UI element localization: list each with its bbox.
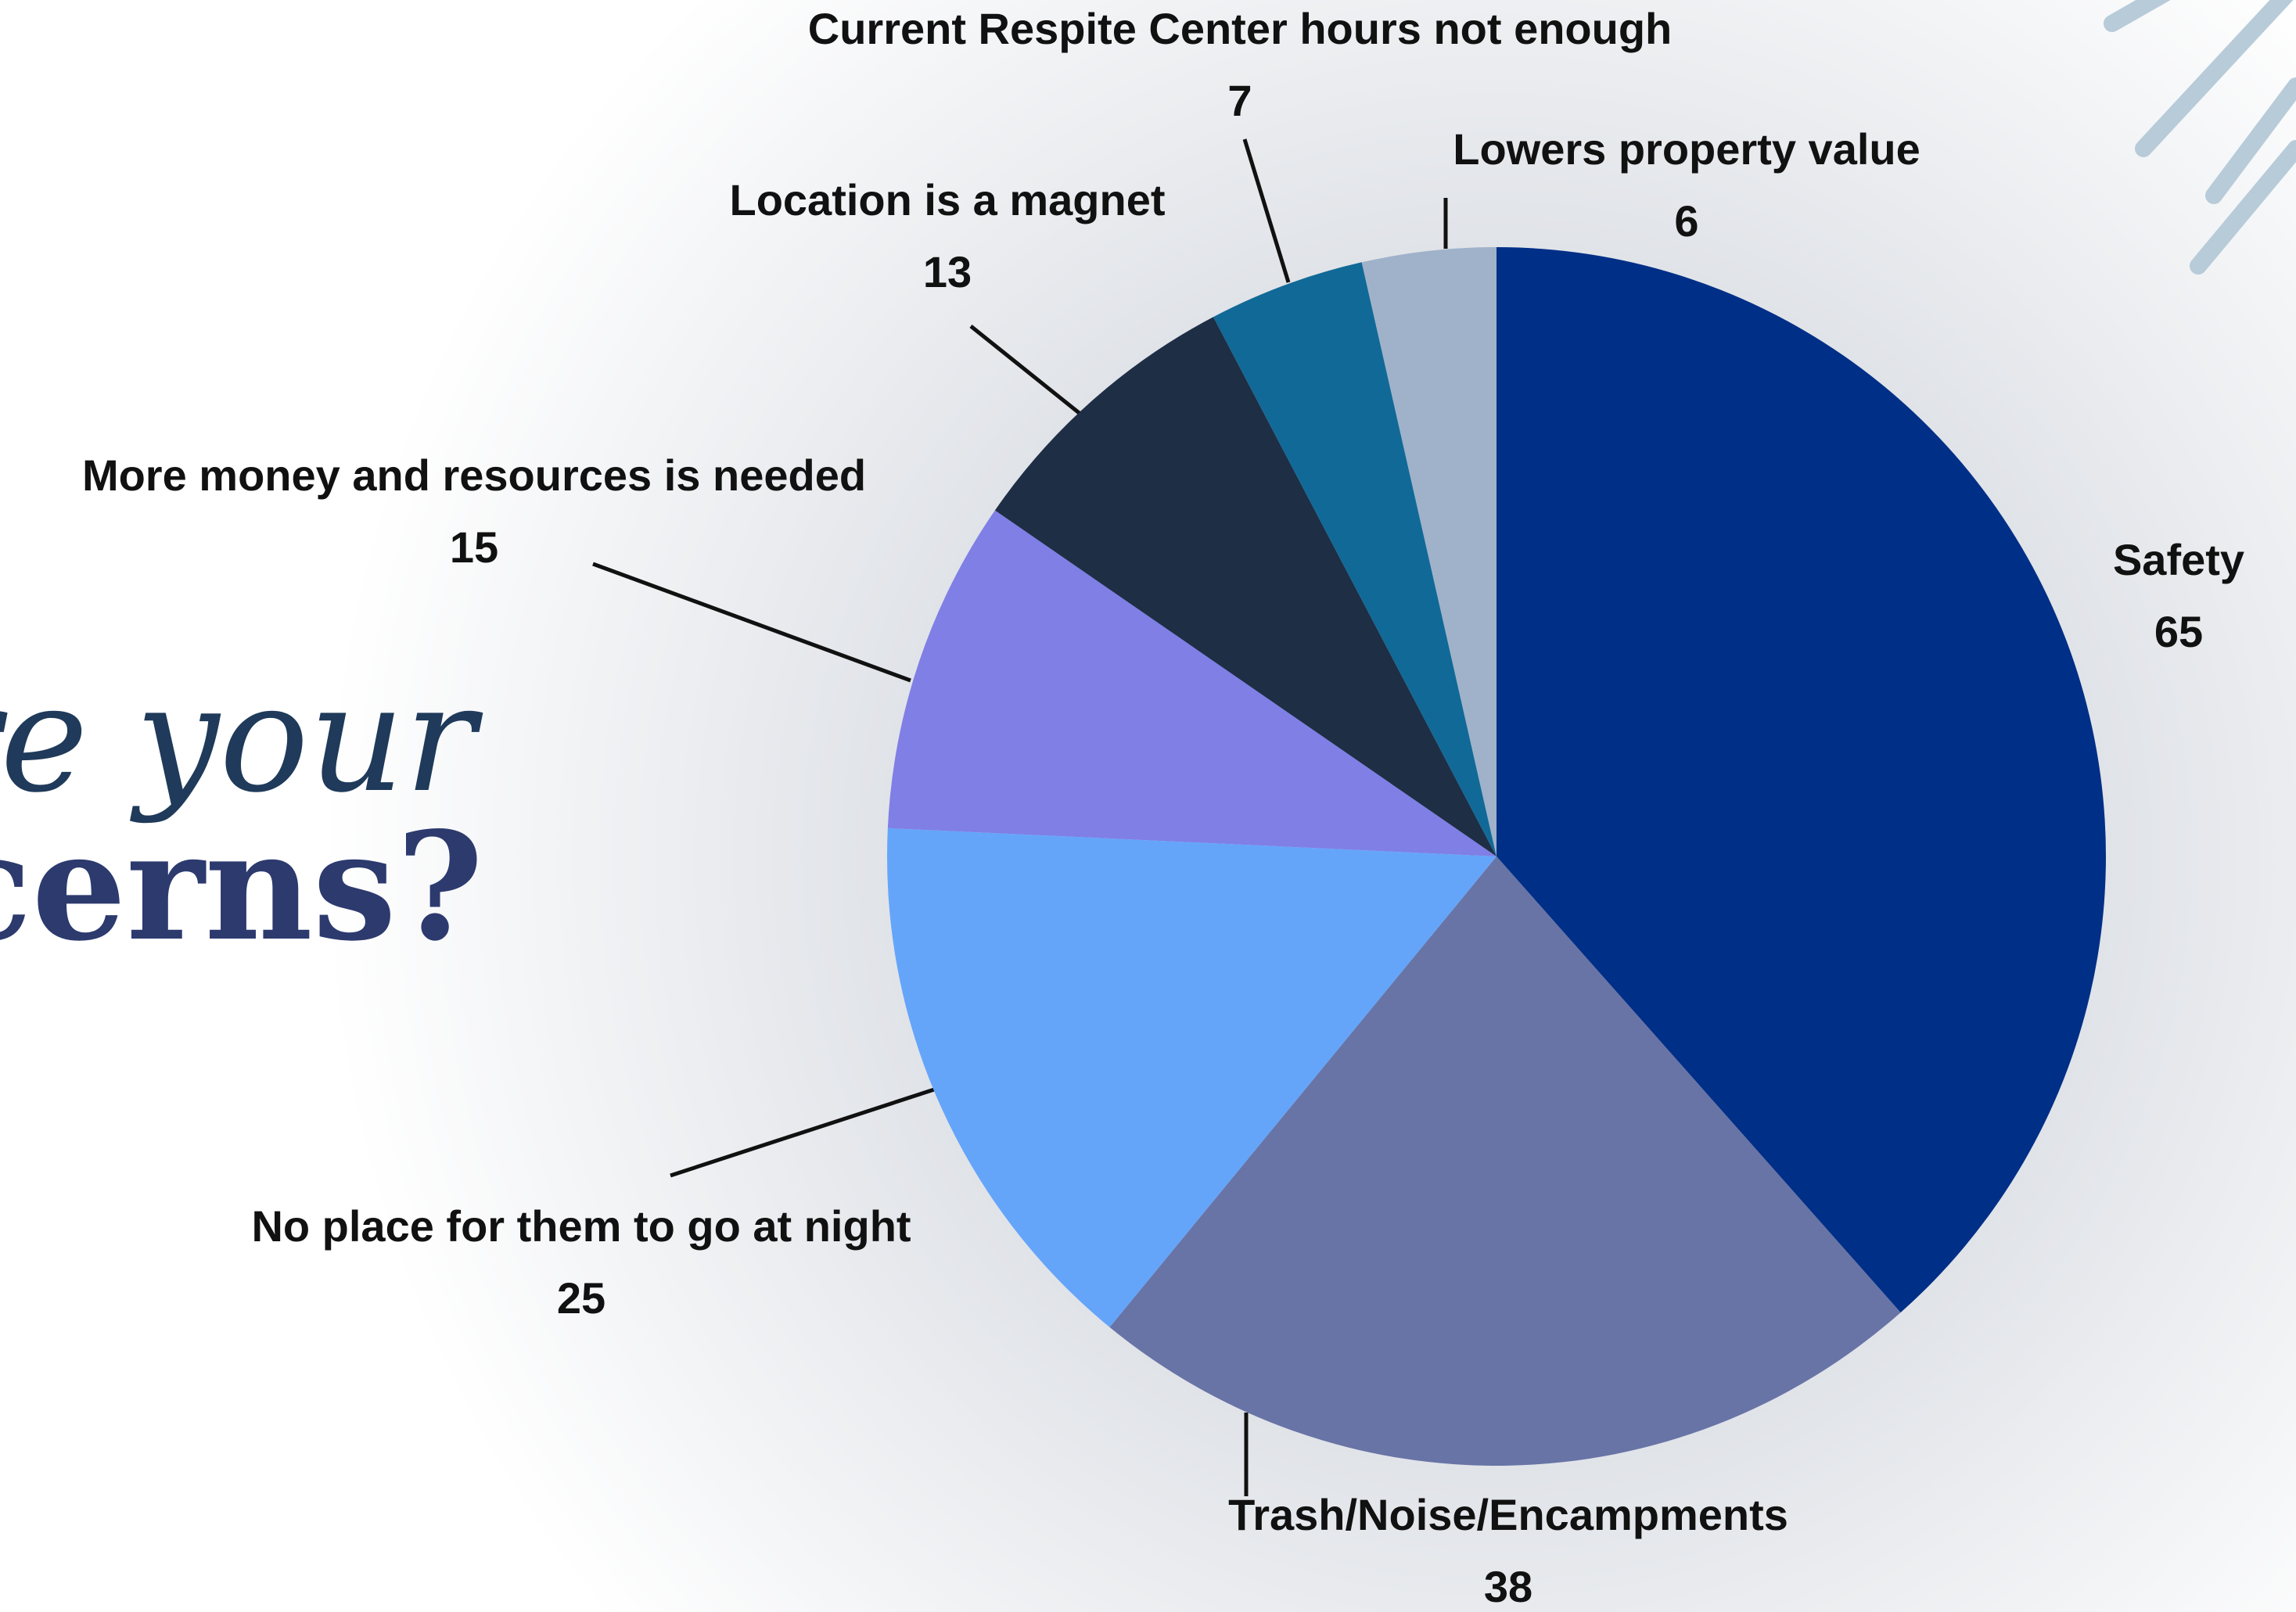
leader-line	[1242, 138, 1291, 283]
slice-label: Lowers property value	[1453, 124, 1921, 174]
leader-line	[969, 325, 1083, 416]
slice-label: Trash/Noise/Encampments	[1228, 1490, 1788, 1539]
pie-slice	[1361, 247, 1497, 856]
pie-slice	[1213, 262, 1497, 857]
pie-slice	[886, 828, 1497, 1327]
slice-value: 6	[1674, 196, 1698, 246]
pie-slice	[1497, 247, 2106, 1313]
slice-value: 13	[923, 247, 972, 296]
leader-lines	[592, 138, 1448, 1496]
heading-line: ncerns?	[0, 799, 483, 974]
pie-slice	[887, 510, 1497, 856]
pie-slice	[994, 317, 1497, 857]
leader-line	[592, 562, 911, 683]
slice-value: 65	[2154, 607, 2203, 656]
slice-label: More money and resources is needed	[82, 451, 866, 500]
slice-label: Safety	[2113, 535, 2244, 584]
leader-line	[670, 1087, 935, 1178]
slice-label: Current Respite Center hours not enough	[808, 4, 1673, 53]
decoration	[2104, 0, 2296, 275]
slice-value: 38	[1484, 1562, 1532, 1611]
heading-line: re your	[0, 652, 483, 825]
slice-value: 7	[1227, 76, 1252, 125]
pie-slice	[1109, 856, 1901, 1466]
slice-value: 15	[450, 522, 498, 572]
slice-label: No place for them to go at night	[251, 1201, 911, 1251]
slice-value: 25	[557, 1273, 605, 1323]
slice-label: Location is a magnet	[730, 175, 1166, 224]
